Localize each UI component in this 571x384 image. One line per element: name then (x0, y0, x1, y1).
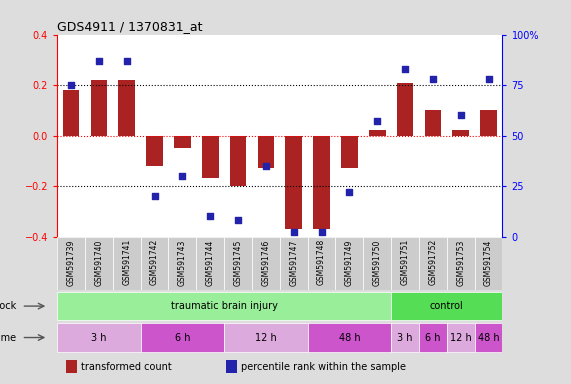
Text: 12 h: 12 h (255, 333, 277, 343)
Text: GSM591747: GSM591747 (289, 239, 298, 286)
Bar (252, 237, 280, 290)
Bar (391, 323, 419, 352)
Bar (313, 136, 330, 229)
Point (178, 173, 187, 179)
Bar (66, 360, 77, 373)
Point (234, 217, 243, 223)
Point (94, 58, 103, 64)
Point (66, 82, 75, 88)
Point (206, 213, 215, 219)
Point (262, 163, 271, 169)
Bar (224, 323, 308, 352)
Bar (230, 136, 247, 186)
Bar (452, 131, 469, 136)
Point (289, 229, 298, 235)
Bar (140, 237, 168, 290)
Bar (419, 323, 447, 352)
Point (428, 76, 437, 82)
Bar (419, 237, 447, 290)
Bar (146, 136, 163, 166)
Text: GSM591748: GSM591748 (317, 239, 326, 285)
Bar (397, 83, 413, 136)
Bar (57, 323, 140, 352)
Bar (168, 237, 196, 290)
Text: shock: shock (0, 301, 17, 311)
Text: GSM591746: GSM591746 (262, 239, 271, 286)
Bar (140, 323, 224, 352)
Bar (447, 237, 475, 290)
Bar (425, 110, 441, 136)
Bar (280, 237, 308, 290)
Text: 6 h: 6 h (425, 333, 441, 343)
Text: time: time (0, 333, 17, 343)
Bar (341, 136, 357, 168)
Text: 3 h: 3 h (397, 333, 413, 343)
Text: GSM591750: GSM591750 (373, 239, 382, 286)
Bar (391, 237, 419, 290)
Text: GSM591754: GSM591754 (484, 239, 493, 286)
Text: GSM591741: GSM591741 (122, 239, 131, 285)
Text: GSM591749: GSM591749 (345, 239, 354, 286)
Text: GSM591751: GSM591751 (400, 239, 409, 285)
Point (484, 76, 493, 82)
Bar (447, 323, 475, 352)
Bar (391, 292, 502, 320)
Text: GSM591740: GSM591740 (94, 239, 103, 286)
Point (345, 189, 354, 195)
Bar (475, 237, 502, 290)
Text: 12 h: 12 h (450, 333, 472, 343)
Text: GSM591753: GSM591753 (456, 239, 465, 286)
Bar (57, 237, 85, 290)
Bar (112, 237, 140, 290)
Text: GSM591745: GSM591745 (234, 239, 243, 286)
Bar (90, 80, 107, 136)
Bar (335, 237, 363, 290)
Bar (475, 323, 502, 352)
Bar (224, 237, 252, 290)
Text: percentile rank within the sample: percentile rank within the sample (241, 362, 406, 372)
Bar (174, 136, 191, 148)
Text: GSM591739: GSM591739 (66, 239, 75, 286)
Bar (308, 237, 336, 290)
Bar (363, 237, 391, 290)
Text: 3 h: 3 h (91, 333, 107, 343)
Bar (258, 136, 274, 168)
Point (400, 66, 409, 72)
Text: transformed count: transformed count (81, 362, 171, 372)
Point (373, 118, 382, 124)
Point (122, 58, 131, 64)
Text: GSM591743: GSM591743 (178, 239, 187, 286)
Bar (369, 131, 385, 136)
Bar (85, 237, 113, 290)
Text: GSM591742: GSM591742 (150, 239, 159, 285)
Bar (196, 237, 224, 290)
Text: 6 h: 6 h (175, 333, 190, 343)
Text: 48 h: 48 h (478, 333, 500, 343)
Bar (286, 136, 302, 229)
Text: traumatic brain injury: traumatic brain injury (171, 301, 278, 311)
Text: control: control (430, 301, 464, 311)
Text: GSM591752: GSM591752 (428, 239, 437, 285)
Bar (308, 323, 391, 352)
Text: GDS4911 / 1370831_at: GDS4911 / 1370831_at (57, 20, 203, 33)
Bar (226, 360, 238, 373)
Bar (63, 90, 79, 136)
Bar (118, 80, 135, 136)
Text: 48 h: 48 h (339, 333, 360, 343)
Point (150, 193, 159, 199)
Bar (202, 136, 219, 179)
Bar (57, 292, 391, 320)
Point (456, 112, 465, 118)
Point (317, 229, 326, 235)
Bar (480, 110, 497, 136)
Text: GSM591744: GSM591744 (206, 239, 215, 286)
